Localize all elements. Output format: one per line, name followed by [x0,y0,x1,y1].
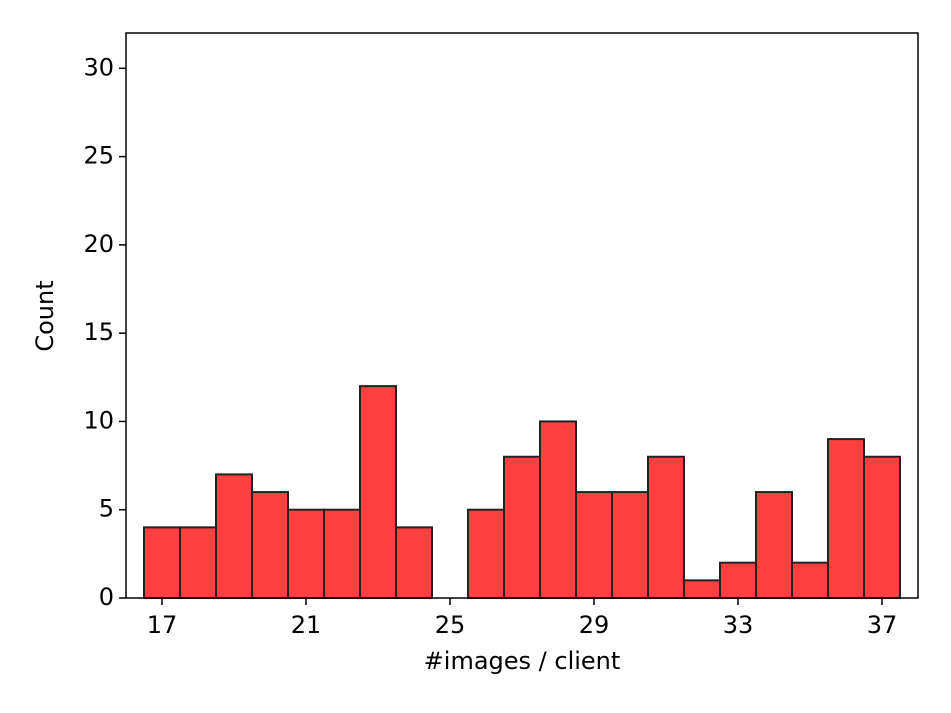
y-axis-label: Count [31,280,59,351]
x-tick-label: 37 [867,611,898,639]
bar [251,491,289,599]
bar [395,526,433,599]
bar [323,508,361,599]
x-axis-label: #images / client [424,647,621,675]
x-tick-label: 29 [579,611,610,639]
bar [179,526,217,599]
bar [719,561,757,599]
bar [827,438,865,599]
bar [287,508,325,599]
y-tick-label: 0 [99,583,114,611]
bar [359,385,397,599]
bar [683,579,721,599]
plot-frame [125,32,919,599]
y-tick-label: 10 [83,406,114,434]
bar [467,508,505,599]
bar [611,491,649,599]
x-tick-label: 17 [147,611,178,639]
bar [791,561,829,599]
y-tick-label: 5 [99,495,114,523]
x-tick-label: 21 [291,611,322,639]
bar [863,455,901,599]
y-tick-label: 15 [83,318,114,346]
bar [503,455,541,599]
y-tick-label: 25 [83,142,114,170]
bar [647,455,685,599]
bar [143,526,181,599]
x-tick-label: 25 [435,611,466,639]
bar [755,491,793,599]
x-tick-label: 33 [723,611,754,639]
bar [215,473,253,599]
bar [539,420,577,599]
bar [575,491,613,599]
y-tick-label: 20 [83,230,114,258]
y-tick-label: 30 [83,53,114,81]
